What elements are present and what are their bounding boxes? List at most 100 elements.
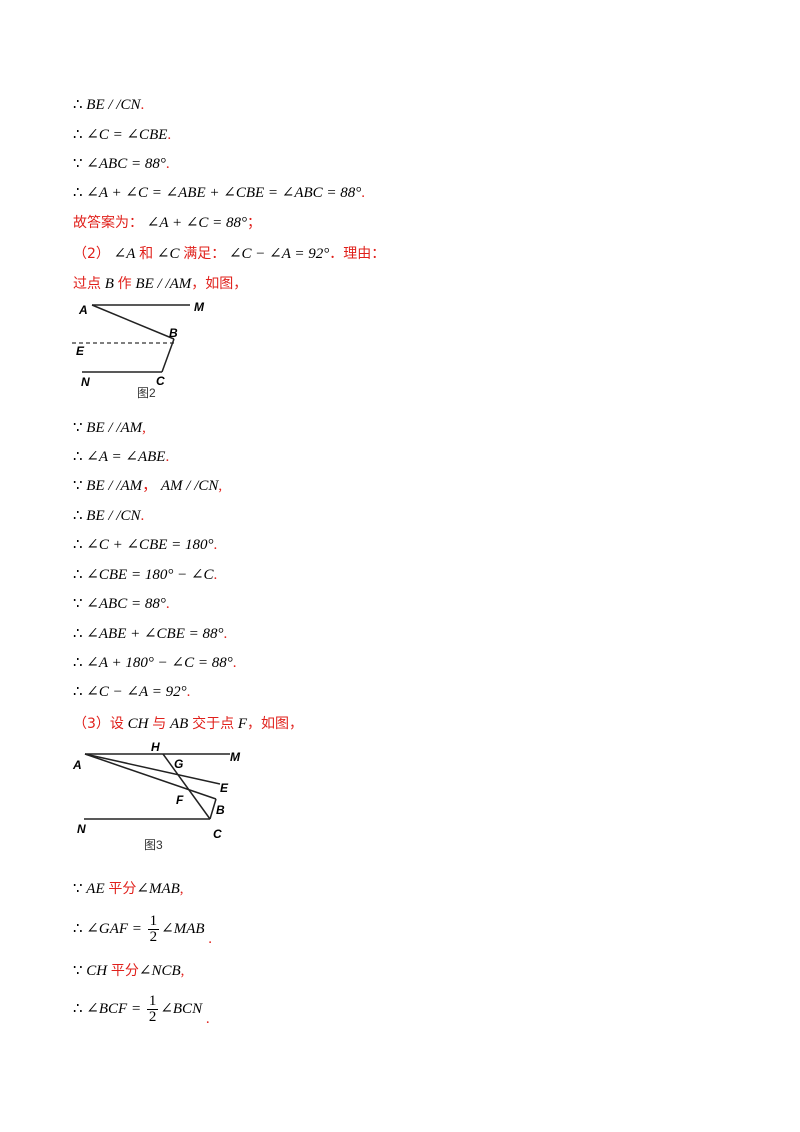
text-fragment: 和: [139, 246, 154, 262]
label-g: G: [174, 757, 183, 771]
math-expression: ∠A: [113, 246, 136, 262]
fraction-denominator: 2: [149, 929, 158, 946]
therefore-symbol: ∴: [73, 127, 83, 143]
because-symbol: ∵: [73, 596, 83, 612]
construction-line: 过点 B 作 BE / /AM，如图，: [73, 275, 247, 293]
figure-3: H M A G E F B N C 图3: [72, 740, 241, 852]
math-expression: BE / /AM: [135, 276, 192, 292]
math-expression: ∠C: [156, 246, 180, 262]
proof-line-13: ∴ ∠CBE = 180° − ∠C.: [73, 566, 217, 584]
text-fragment: 过点: [73, 276, 101, 292]
answer-prefix: 故答案为：: [73, 215, 143, 231]
label-a: A: [72, 758, 82, 772]
proof-line-8: ∵ BE / /AM,: [73, 419, 146, 437]
therefore-symbol: ∴: [73, 655, 83, 671]
therefore-symbol: ∴: [73, 567, 83, 583]
part-2-heading: （2） ∠A 和 ∠C 满足： ∠C − ∠A = 92°．理由：: [73, 245, 385, 263]
punctuation: ,: [218, 478, 223, 494]
math-expression: BE / /AM: [86, 478, 143, 494]
proof-line-12: ∴ ∠C + ∠CBE = 180°.: [73, 536, 217, 554]
math-expression: CH: [127, 716, 149, 732]
math-expression: ∠A + ∠C = 88°: [146, 215, 248, 231]
proof-line-19: ∵ AE 平分∠MAB,: [73, 880, 184, 898]
label-b: B: [216, 803, 225, 817]
therefore-symbol: ∴: [73, 684, 83, 700]
segment-ch: [162, 753, 211, 820]
segment-ab: [91, 304, 175, 340]
math-expression: ∠NCB: [138, 963, 181, 979]
math-expression: AM / /CN: [160, 478, 219, 494]
text-fragment: 作: [117, 276, 132, 292]
label-m: M: [194, 300, 205, 314]
label-a: A: [78, 303, 88, 317]
punctuation: .: [232, 655, 237, 671]
math-expression: AB: [170, 716, 189, 732]
label-c: C: [213, 827, 222, 841]
segment-bc: [209, 798, 217, 820]
fraction-numerator: 1: [147, 913, 160, 931]
math-expression: ∠C = ∠CBE: [86, 127, 168, 143]
segment-ab: [84, 753, 217, 800]
math-expression: ∠ABE + ∠CBE = 88°: [86, 626, 224, 642]
proof-line-4: ∴ ∠A + ∠C = ∠ABE + ∠CBE = ∠ABC = 88°.: [73, 184, 365, 202]
math-expression: ∠C − ∠A = 92°: [86, 684, 187, 700]
punctuation: .: [361, 185, 366, 201]
punctuation: .: [213, 567, 218, 583]
therefore-symbol: ∴: [73, 97, 83, 113]
math-expression: ∠MAB: [136, 881, 180, 897]
label-f: F: [176, 793, 184, 807]
ray-ae: [84, 753, 221, 785]
label-c: C: [156, 374, 165, 388]
figure-2: A M B E N C 图2: [72, 300, 205, 400]
proof-line-16: ∴ ∠A + 180° − ∠C = 88°.: [73, 654, 236, 672]
proof-line-21: ∵ CH 平分∠NCB,: [73, 962, 184, 980]
proof-line-3: ∵ ∠ABC = 88°.: [73, 155, 170, 173]
text-fragment: ．理由：: [329, 246, 386, 262]
therefore-symbol: ∴: [73, 537, 83, 553]
punctuation: .: [165, 449, 170, 465]
figure-caption: 图3: [144, 838, 163, 852]
math-expression: ∠A + ∠C = ∠ABE + ∠CBE = ∠ABC = 88°: [86, 185, 362, 201]
math-expression: ∠BCN: [160, 1001, 203, 1017]
proof-line-20: ∴ ∠GAF = 1 2 ∠MAB .: [73, 912, 212, 947]
punctuation: ,: [179, 881, 184, 897]
therefore-symbol: ∴: [73, 449, 83, 465]
text-fragment: 平分: [110, 963, 139, 979]
because-symbol: ∵: [73, 963, 83, 979]
segment-bc: [161, 338, 175, 373]
punctuation: .: [165, 596, 170, 612]
label-b: B: [169, 326, 178, 340]
because-symbol: ∵: [73, 478, 83, 494]
therefore-symbol: ∴: [73, 921, 83, 937]
text-fragment: 满足：: [183, 246, 226, 262]
punctuation: .: [213, 537, 218, 553]
punctuation: ,: [180, 963, 185, 979]
punctuation: .: [223, 626, 228, 642]
therefore-symbol: ∴: [73, 185, 83, 201]
proof-line-9: ∴ ∠A = ∠ABE.: [73, 448, 169, 466]
answer-line: 故答案为： ∠A + ∠C = 88°；: [73, 214, 261, 232]
punctuation: .: [165, 156, 170, 172]
math-expression: ∠A = ∠ABE: [86, 449, 166, 465]
because-symbol: ∵: [73, 420, 83, 436]
math-expression: ∠C − ∠A = 92°: [228, 246, 330, 262]
proof-line-10: ∵ BE / /AM， AM / /CN,: [73, 477, 222, 495]
punctuation: ,: [142, 420, 146, 436]
therefore-symbol: ∴: [73, 508, 83, 524]
math-expression: BE / /CN: [86, 508, 141, 524]
math-expression: CH: [86, 963, 108, 979]
text-fragment: 交于点: [192, 716, 235, 732]
therefore-symbol: ∴: [73, 1001, 83, 1017]
punctuation: .: [167, 127, 172, 143]
label-m: M: [230, 750, 241, 764]
math-expression: ∠MAB: [161, 921, 205, 937]
proof-line-14: ∵ ∠ABC = 88°.: [73, 595, 170, 613]
part-label: （2）: [73, 246, 110, 262]
proof-line-22: ∴ ∠BCF = 1 2 ∠BCN .: [73, 992, 210, 1027]
math-expression: BE / /CN: [86, 97, 141, 113]
text-fragment: 平分: [108, 881, 137, 897]
math-expression: ∠CBE = 180° − ∠C: [86, 567, 214, 583]
math-expression: F: [237, 716, 248, 732]
part-label: （3）设: [73, 716, 124, 732]
